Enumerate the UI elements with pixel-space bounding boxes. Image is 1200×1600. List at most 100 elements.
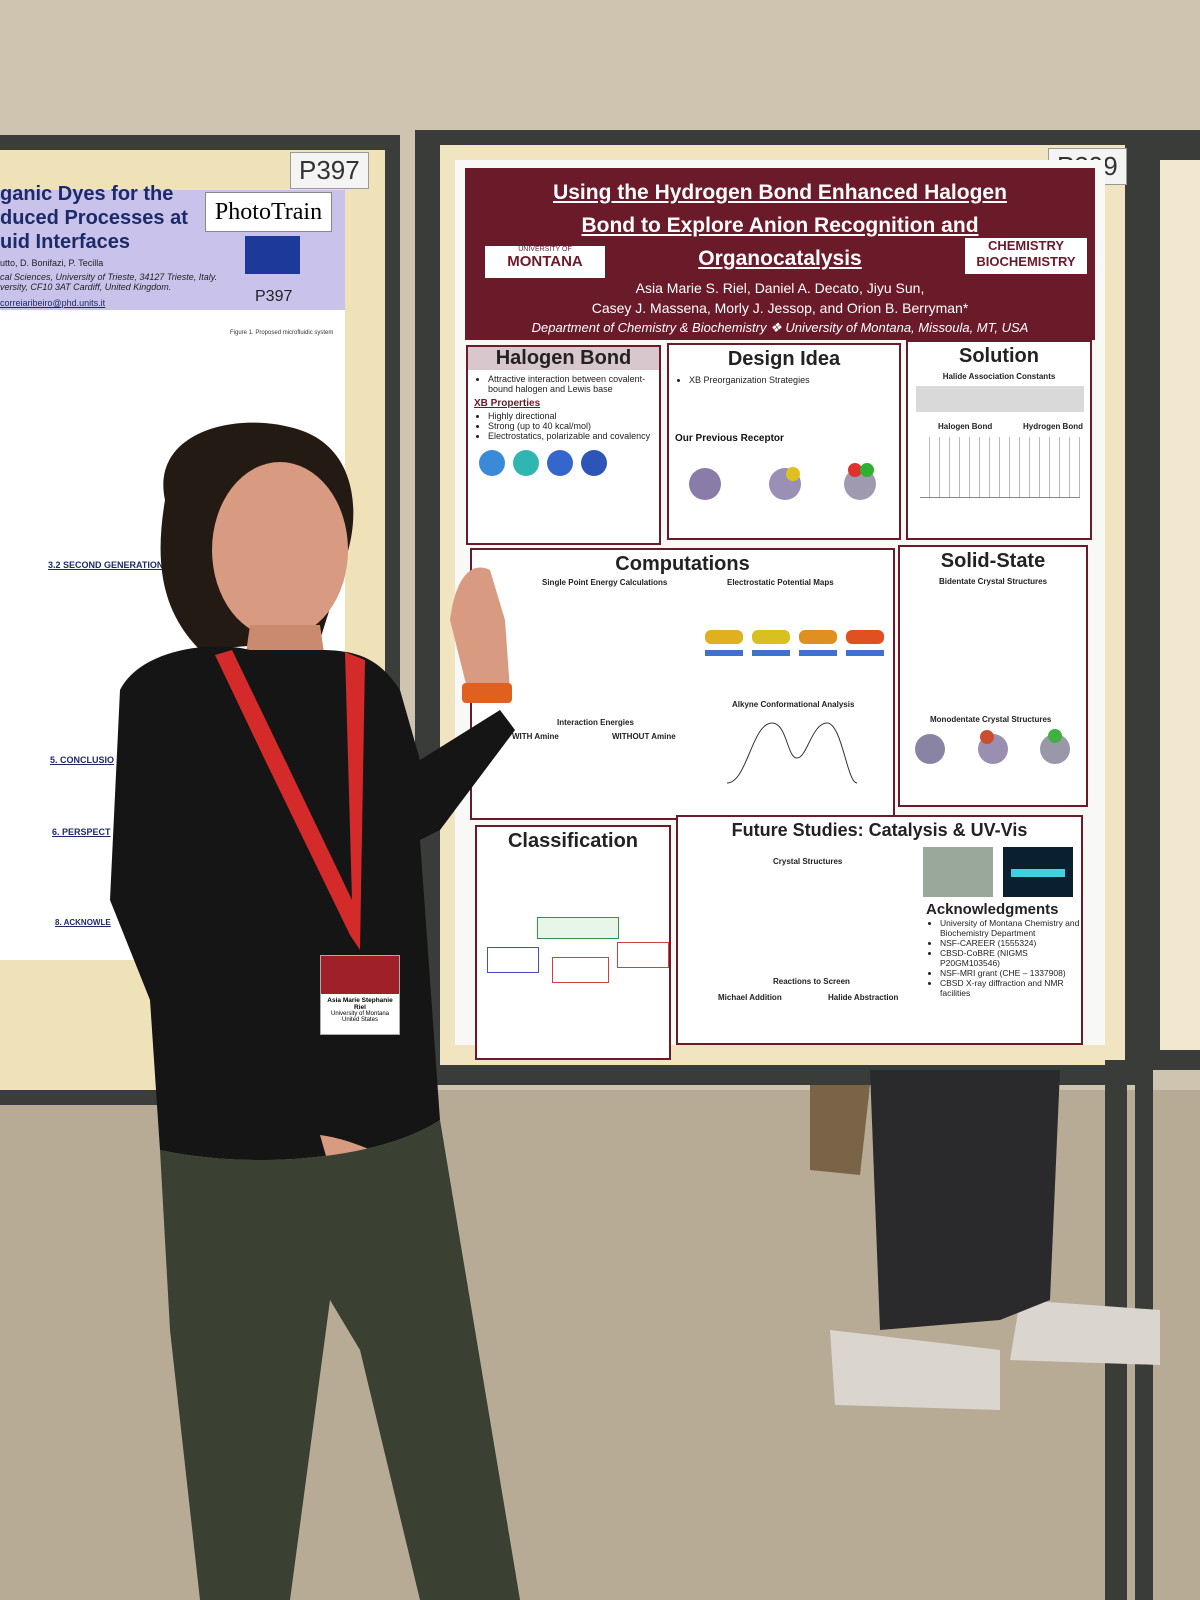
name-badge: Asia Marie Stephanie Riel University of … bbox=[320, 955, 400, 1035]
author-line: Asia Marie S. Riel, Daniel A. Decato, Ji… bbox=[635, 280, 925, 296]
title-line: uid Interfaces bbox=[0, 231, 131, 253]
left-affiliation: cal Sciences, University of Trieste, 341… bbox=[0, 272, 217, 292]
section-heading: Design Idea bbox=[727, 348, 841, 370]
far-poster bbox=[1160, 160, 1200, 1050]
list-item: CBSD-CoBRE (NIGMS P20GM103546) bbox=[940, 948, 1081, 968]
watch bbox=[462, 683, 512, 703]
nmr-graphic bbox=[920, 437, 1080, 498]
left-poster-title: ganic Dyes for the duced Processes at ui… bbox=[0, 182, 188, 254]
table-graphic bbox=[916, 386, 1084, 412]
list-item: NSF-CAREER (1555324) bbox=[940, 938, 1081, 948]
black-top bbox=[110, 646, 515, 1160]
label: Crystal Structures bbox=[773, 857, 843, 866]
poster-authors: Asia Marie S. Riel, Daniel A. Decato, Ji… bbox=[465, 278, 1095, 318]
title-line: duced Processes at bbox=[0, 207, 188, 229]
flow-box bbox=[617, 942, 669, 968]
title-line: Organocatalysis bbox=[698, 247, 862, 270]
label: Reactions to Screen bbox=[773, 977, 850, 986]
badge-header bbox=[321, 956, 399, 994]
section-heading: 3.2 SECOND GENERATION bbox=[48, 560, 164, 570]
list-item: NSF-MRI grant (CHE – 1337908) bbox=[940, 968, 1081, 978]
green-pants bbox=[160, 1120, 520, 1600]
label: Interaction Energies bbox=[557, 718, 634, 727]
crystal-models bbox=[915, 729, 1070, 764]
section-solution: Solution Halide Association Constants Ha… bbox=[906, 340, 1092, 540]
flow-box bbox=[487, 947, 539, 973]
figure-caption: Figure 1. Proposed microfluidic system bbox=[230, 330, 334, 336]
section-heading: Future Studies: Catalysis & UV-Vis bbox=[731, 820, 1028, 840]
email: correiaribeiro@phd.units.it bbox=[0, 298, 106, 308]
section-heading: Halogen Bond bbox=[468, 347, 659, 370]
logo-text: UNIVERSITY OF bbox=[518, 246, 572, 253]
section-classification: Classification bbox=[475, 825, 671, 1060]
receptor-models bbox=[689, 463, 876, 500]
poster-header: Using the Hydrogen Bond Enhanced Halogen… bbox=[465, 168, 1095, 340]
logo: PhotoTrain bbox=[205, 192, 332, 232]
conformational-curve bbox=[726, 722, 858, 784]
list-item: XB Preorganization Strategies bbox=[689, 375, 893, 385]
main-poster: Using the Hydrogen Bond Enhanced Halogen… bbox=[455, 160, 1105, 1060]
badge-country: United States bbox=[341, 1017, 379, 1023]
section-solid-state: Solid-State Bidentate Crystal Structures… bbox=[898, 545, 1088, 807]
list-item: Electrostatics, polarizable and covalenc… bbox=[488, 431, 653, 441]
subheading: Our Previous Receptor bbox=[675, 433, 784, 444]
passerby-legs bbox=[870, 1070, 1060, 1330]
poster-title: Using the Hydrogen Bond Enhanced Halogen… bbox=[465, 176, 1095, 275]
title-line: Bond to Explore Anion Recognition and bbox=[581, 214, 979, 237]
section-heading: 8. ACKNOWLE bbox=[55, 918, 111, 927]
affiliation-line: versity, CF10 3AT Cardiff, United Kingdo… bbox=[0, 282, 172, 292]
poster-affiliation: Department of Chemistry & Biochemistry ❖… bbox=[531, 320, 1029, 335]
list-item: Attractive interaction between covalent-… bbox=[488, 374, 653, 394]
raised-hand bbox=[450, 567, 510, 700]
section-heading: Classification bbox=[507, 830, 639, 852]
flow-box bbox=[537, 917, 619, 939]
section-heading: Solid-State bbox=[940, 550, 1046, 572]
face bbox=[212, 462, 348, 638]
label: Halide Abstraction bbox=[828, 993, 899, 1002]
section-halogen-bond: Halogen Bond Attractive interaction betw… bbox=[466, 345, 661, 545]
esp-spheres bbox=[479, 450, 607, 476]
acknowledgments: Acknowledgments University of Montana Ch… bbox=[926, 901, 1081, 998]
label: Single Point Energy Calculations bbox=[542, 578, 668, 587]
lanyard bbox=[215, 650, 365, 950]
boot bbox=[810, 1085, 870, 1175]
label: Hydrogen Bond bbox=[1023, 422, 1083, 431]
list-item: Highly directional bbox=[488, 411, 653, 421]
section-design-idea: Design Idea XB Preorganization Strategie… bbox=[667, 343, 901, 540]
poster-code: P397 bbox=[255, 288, 293, 305]
title-line: Using the Hydrogen Bond Enhanced Halogen bbox=[553, 181, 1007, 204]
section-heading: Acknowledgments bbox=[926, 901, 1059, 918]
uv-photo bbox=[1003, 847, 1073, 897]
badge-name: Asia Marie Stephanie Riel bbox=[327, 997, 393, 1011]
label: Electrostatic Potential Maps bbox=[727, 578, 834, 587]
label: WITHOUT Amine bbox=[612, 732, 676, 741]
board-label: P397 bbox=[290, 152, 369, 189]
montana-logo: UNIVERSITY OF MONTANA bbox=[485, 246, 605, 278]
logo-text: CHEMISTRY bbox=[987, 238, 1065, 253]
label: Alkyne Conformational Analysis bbox=[732, 700, 855, 709]
label: Halogen Bond bbox=[938, 422, 993, 431]
eu-flag bbox=[245, 236, 300, 274]
subheading: XB Properties bbox=[474, 398, 541, 409]
esp-maps bbox=[705, 630, 884, 656]
chem-logo: CHEMISTRY BIOCHEMISTRY bbox=[965, 238, 1087, 274]
flow-box bbox=[552, 957, 609, 983]
section-future-studies: Future Studies: Catalysis & UV-Vis Cryst… bbox=[676, 815, 1083, 1045]
section-heading: Computations bbox=[615, 553, 750, 575]
sneaker bbox=[1010, 1300, 1160, 1365]
affiliation-line: cal Sciences, University of Trieste, 341… bbox=[0, 272, 218, 282]
section-heading: 5. CONCLUSIO bbox=[50, 755, 115, 765]
label: Michael Addition bbox=[718, 993, 782, 1002]
list-item: Strong (up to 40 kcal/mol) bbox=[488, 421, 653, 431]
section-computations: Computations Single Point Energy Calcula… bbox=[470, 548, 895, 820]
badge-org: University of Montana bbox=[330, 1011, 390, 1017]
label: Halide Association Constants bbox=[942, 372, 1056, 381]
logo-text: MONTANA bbox=[507, 253, 583, 270]
label: WITH Amine bbox=[512, 732, 559, 741]
vials-photo bbox=[923, 847, 993, 897]
list-item: CBSD X-ray diffraction and NMR facilitie… bbox=[940, 978, 1081, 998]
left-authors: utto, D. Bonifazi, P. Tecilla bbox=[0, 258, 104, 268]
label: Monodentate Crystal Structures bbox=[930, 715, 1052, 724]
